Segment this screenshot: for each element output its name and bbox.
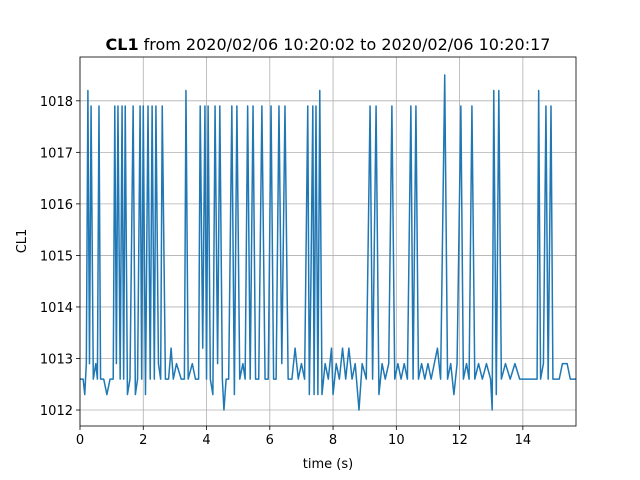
y-tick-label: 1016 [40,198,73,213]
x-tick-label: 6 [266,433,274,448]
x-tick-label: 8 [329,433,337,448]
title-bold: CL1 [106,35,139,54]
chart-title: CL1 from 2020/02/06 10:20:02 to 2020/02/0… [106,35,551,54]
y-tick-label: 1018 [40,95,73,110]
title-rest: from 2020/02/06 10:20:02 to 2020/02/06 1… [144,35,551,54]
x-tick-label: 14 [515,433,532,448]
x-axis-label: time (s) [303,457,353,472]
x-tick-label: 4 [202,433,210,448]
plot-frame [79,56,577,427]
data-line [80,74,576,411]
y-tick-label: 1012 [40,404,73,419]
y-tick-label: 1013 [40,352,73,367]
x-tick-label: 10 [388,433,405,448]
x-tick-label: 2 [139,433,147,448]
y-tick-label: 1014 [40,301,73,316]
y-tick-label: 1017 [40,146,73,161]
y-tick-label: 1015 [40,249,73,264]
x-tick-label: 0 [76,433,84,448]
x-tick-label: 12 [451,433,468,448]
y-axis-label: CL1 [15,229,30,254]
